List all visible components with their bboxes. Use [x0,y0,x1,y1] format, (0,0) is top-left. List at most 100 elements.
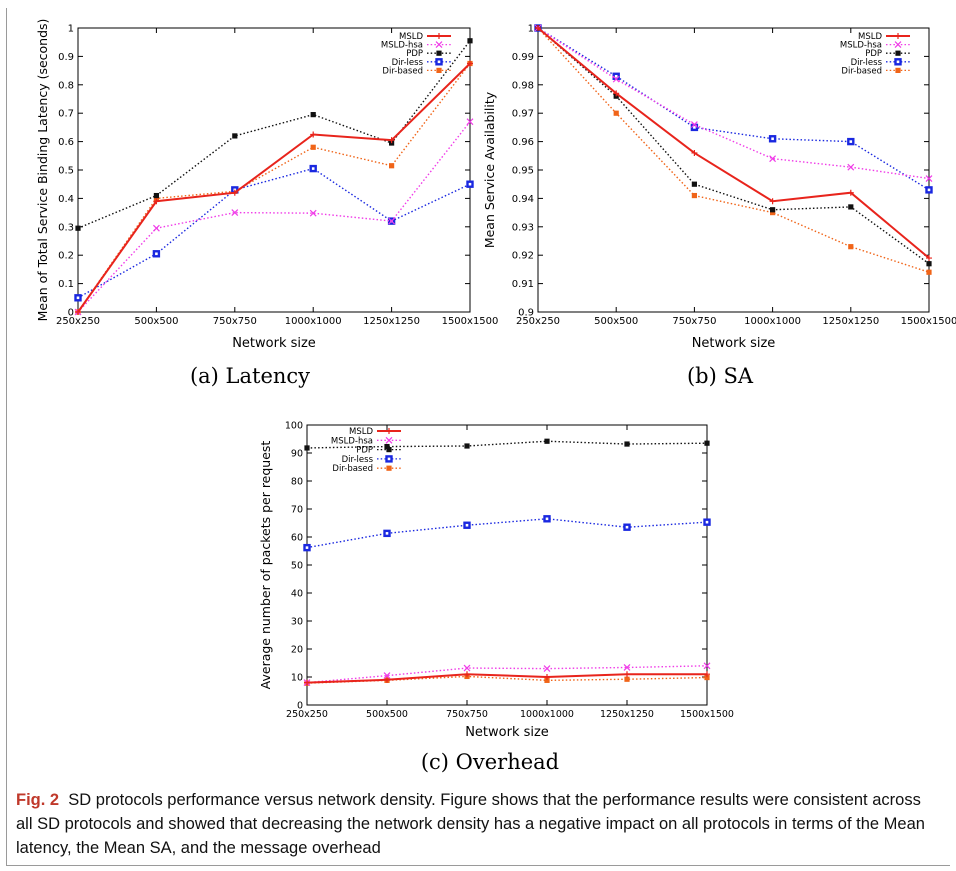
data-point [624,441,630,447]
y-tick-label: 20 [291,645,303,656]
x-axis-label: Network size [692,336,776,351]
series-line [306,518,708,549]
data-point [703,662,711,670]
data-point [704,674,710,681]
figure-label: Fig. 2 [16,791,60,809]
legend-label: PDP [865,49,882,59]
data-point [75,309,81,315]
data-point [848,204,854,210]
y-axis-label: Average number of packets per request [258,441,273,690]
service-availability-chart: 0.9 0.91 0.92 0.93 0.94 0.95 0.96 0.97 0.98 0.99 1… [482,24,956,352]
data-point [309,209,317,217]
y-tick-label: 90 [291,449,303,460]
data-point-center [693,126,696,129]
legend-marker [895,67,901,73]
legend-marker [436,33,442,39]
data-point [543,665,551,673]
legend-label: MSLD [349,427,373,437]
y-tick-label: 0 [68,308,74,319]
y-tick-label: 0.97 [512,109,534,120]
legend-label: Dir-based [841,66,882,76]
data-point [75,225,81,231]
data-point [467,60,473,67]
data-point [544,674,550,680]
subcaption-overhead: (c) Overhead [420,750,560,774]
x-axis-label: Network size [465,725,549,740]
y-axis-label: Mean of Total Service Binding Latency (s… [35,19,50,322]
y-tick-label: 1 [528,24,534,35]
data-point [152,224,160,232]
y-tick-label: 0.4 [58,194,74,205]
x-tick-label: 500x500 [594,316,638,327]
x-tick-label: 250x250 [56,316,100,327]
data-point [535,25,541,31]
x-tick-label: 1250x1250 [363,316,420,327]
data-point [384,676,390,683]
legend-label: MSLD [399,32,423,42]
y-tick-label: 1 [68,24,74,35]
subcaption-latency: (a) Latency [189,364,311,388]
data-point [769,198,776,205]
y-tick-label: 60 [291,533,303,544]
data-point [310,131,317,138]
data-point [613,90,620,97]
x-tick-label: 500x500 [366,709,408,720]
series-dir-based [75,60,473,315]
data-point [389,163,395,169]
x-tick-label: 750x750 [672,316,716,327]
y-tick-label: 0.98 [512,80,534,91]
x-tick-label: 1250x1250 [822,316,879,327]
y-tick-label: 0.91 [512,279,534,290]
data-point [847,189,854,196]
data-point [388,217,396,225]
data-point [770,207,776,213]
x-tick-label: 750x750 [446,709,488,720]
data-point [544,438,550,444]
y-tick-label: 0 [297,701,303,712]
data-point [612,75,620,83]
x-tick-label: 1500x1500 [442,316,499,327]
data-point [925,175,933,182]
legend-label: MSLD-hsa [840,41,882,51]
y-tick-label: 0.95 [512,166,534,177]
series-line [77,167,471,299]
y-tick-label: 0.94 [512,194,534,205]
data-point [624,676,630,682]
data-point [690,121,698,128]
data-point [310,144,316,150]
series-msld [535,25,932,262]
data-point-center [545,517,549,521]
data-point [310,112,316,118]
data-point-center [155,252,158,256]
legend-marker [894,41,902,49]
data-point [231,189,238,196]
data-point [304,445,310,451]
legend-label: PDP [406,49,423,59]
data-point [769,155,777,163]
x-tick-label: 1000x1000 [285,316,342,327]
data-point-center [465,523,469,527]
series-line [537,27,930,259]
series-line [537,27,930,265]
y-tick-label: 10 [291,673,303,684]
x-tick-label: 1500x1500 [680,709,734,720]
legend-marker [386,465,392,471]
y-tick-label: 0.9 [58,52,74,63]
y-tick-label: 0.9 [518,308,534,319]
y-tick-label: 0.8 [58,80,74,91]
series-line [306,665,708,684]
legend-label: MSLD [858,32,882,42]
data-point-center [705,520,709,524]
legend-marker [385,436,393,444]
data-point [691,149,698,156]
series-line [77,63,471,313]
data-point-center [849,140,853,143]
legend-marker [436,67,442,73]
overhead-chart: 0 10 20 30 40 50 60 70 80 90 100 250x250 500x500 750x… [258,421,734,741]
x-tick-label: 250x250 [286,709,328,720]
y-tick-label: 100 [285,421,303,432]
data-point-center [305,546,309,549]
